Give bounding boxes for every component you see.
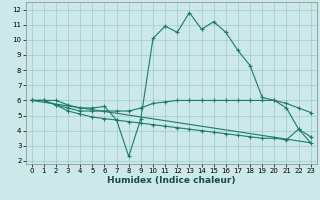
X-axis label: Humidex (Indice chaleur): Humidex (Indice chaleur) (107, 176, 236, 185)
